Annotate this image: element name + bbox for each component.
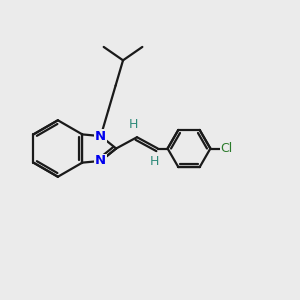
Text: Cl: Cl	[220, 142, 233, 155]
Text: N: N	[95, 130, 106, 142]
Text: N: N	[95, 154, 106, 167]
Text: H: H	[149, 155, 159, 168]
Text: H: H	[129, 118, 138, 131]
